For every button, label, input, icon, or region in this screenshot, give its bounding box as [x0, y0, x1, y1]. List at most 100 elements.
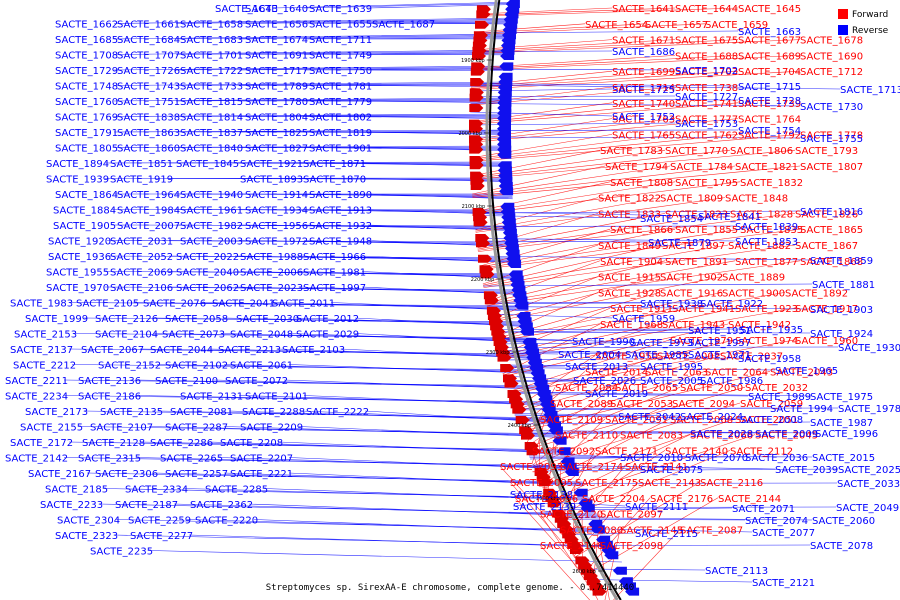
leader-line [234, 286, 525, 293]
reverse-feature-label: SACTE_2362 [190, 500, 253, 511]
forward-feature-label: SACTE_2091 [605, 415, 668, 426]
reverse-feature-label: SACTE_1859 [810, 256, 873, 267]
forward-feature-label: SACTE_2171 [595, 446, 658, 457]
forward-feature-label: SACTE_2092 [532, 446, 595, 457]
forward-feature-label: SACTE_1794 [605, 162, 668, 173]
reverse-feature-arrow [499, 187, 514, 196]
leader-line [573, 481, 701, 558]
reverse-feature-label: SACTE_2323 [55, 531, 118, 542]
leader-line [220, 333, 536, 341]
forward-feature-label: SACTE_2175 [575, 478, 638, 489]
reverse-feature-label: SACTE_1903 [810, 305, 873, 316]
leader-line [430, 23, 517, 25]
forward-feature-label: SACTE_1950 [595, 352, 658, 363]
forward-feature-label: SACTE_1960 [795, 336, 858, 347]
reverse-feature-label: SACTE_1717 [245, 66, 308, 77]
reverse-feature-label: SACTE_1819 [309, 128, 372, 139]
leader-line [564, 466, 626, 539]
reverse-feature-label: SACTE_1658 [180, 20, 243, 31]
reverse-feature-label: SACTE_2010 [620, 453, 683, 464]
reverse-feature-label: SACTE_1728 [738, 96, 801, 107]
backbone-line [489, 0, 622, 600]
leader-line [113, 534, 614, 547]
reverse-feature-label: SACTE_1970 [46, 283, 109, 294]
leader-line [473, 210, 801, 214]
leader-line [470, 118, 613, 141]
forward-feature-label: SACTE_1902 [660, 273, 723, 284]
forward-feature-label: SACTE_1889 [722, 273, 785, 284]
reverse-feature-label: SACTE_2058 [165, 314, 228, 325]
leader-line [278, 441, 571, 454]
forward-feature-label: SACTE_1822 [598, 194, 661, 205]
forward-feature-label: SACTE_2083 [620, 431, 683, 442]
forward-feature-label: SACTE_1644 [675, 4, 738, 15]
tick-label: 2500 kbp [536, 496, 560, 502]
forward-feature-label: SACTE_1714 [612, 83, 675, 94]
leader-line [500, 364, 641, 367]
forward-feature-label: SACTE_1738 [675, 83, 738, 94]
reverse-feature-label: SACTE_2026 [573, 376, 636, 387]
forward-feature-label: SACTE_2116 [700, 478, 763, 489]
leader-line [175, 130, 511, 133]
reverse-feature-label: SACTE_2006 [240, 268, 303, 279]
forward-feature-label: SACTE_2037 [720, 352, 783, 363]
leader-line [489, 276, 661, 322]
reverse-feature-label: SACTE_1804 [245, 113, 308, 124]
reverse-feature-label: SACTE_2287 [165, 423, 228, 434]
reverse-feature-label: SACTE_2011 [272, 299, 335, 310]
reverse-feature-label: SACTE_2052 [110, 252, 173, 263]
reverse-feature-label: SACTE_1951 [688, 326, 751, 337]
reverse-feature-label: SACTE_1959 [612, 314, 675, 325]
forward-feature-label: SACTE_1916 [660, 288, 723, 299]
reverse-feature-label: SACTE_1841 [698, 212, 761, 223]
backbone-arc [485, 0, 622, 600]
leader-line [480, 228, 741, 269]
leader-line [480, 228, 801, 270]
reverse-feature-label: SACTE_2023 [240, 283, 303, 294]
reverse-feature-label: SACTE_1958 [738, 354, 801, 365]
leader-line [367, 240, 518, 248]
leader-line [148, 426, 565, 436]
reverse-feature-label: SACTE_2277 [130, 531, 193, 542]
leader-line [514, 497, 582, 573]
leader-line [238, 36, 515, 40]
leader-line [298, 426, 565, 438]
forward-feature-label: SACTE_1968 [600, 320, 663, 331]
leader-line [493, 337, 631, 343]
feature-arrows [469, 0, 640, 596]
forward-feature-arrow [475, 20, 489, 29]
leader-line [540, 418, 671, 485]
reverse-feature-label: SACTE_2076 [143, 299, 206, 310]
reverse-feature-label: SACTE_1691 [245, 51, 308, 62]
reverse-feature-label: SACTE_1921 [240, 159, 303, 170]
reverse-feature-label: SACTE_2221 [230, 469, 293, 480]
forward-feature-arrow [476, 239, 490, 248]
tick-label: 2000 kbp [458, 131, 482, 137]
leader-line [469, 102, 613, 123]
leader-line [140, 441, 571, 452]
reverse-feature-label: SACTE_2304 [57, 516, 120, 527]
forward-feature-label: SACTE_2065 [615, 383, 678, 394]
forward-feature-arrow [547, 499, 562, 508]
reverse-feature-label: SACTE_2233 [40, 500, 103, 511]
reverse-feature-label: SACTE_2024 [680, 412, 743, 423]
reverse-feature-label: SACTE_1708 [55, 51, 118, 62]
reverse-feature-label: SACTE_1854 [640, 214, 703, 225]
forward-feature-label: SACTE_1659 [705, 20, 768, 31]
reverse-feature-label: SACTE_1727 [675, 92, 738, 103]
leader-line [475, 23, 646, 34]
reverse-feature-label: SACTE_2078 [810, 541, 873, 552]
leader-line [473, 39, 739, 53]
reverse-feature-label: SACTE_2288 [242, 407, 305, 418]
reverse-feature-label: SACTE_1840 [180, 144, 243, 155]
reverse-feature-label: SACTE_1769 [55, 113, 118, 124]
leader-line [238, 395, 554, 405]
forward-feature-label: SACTE_2146 [540, 541, 603, 552]
reverse-feature-label: SACTE_1985 [625, 350, 688, 361]
forward-feature-label: SACTE_1689 [738, 51, 801, 62]
forward-feature-label: SACTE_2050 [680, 383, 743, 394]
forward-feature-label: SACTE_1690 [800, 51, 863, 62]
leader-line [175, 50, 514, 55]
forward-feature-label: SACTE_1807 [800, 162, 863, 173]
